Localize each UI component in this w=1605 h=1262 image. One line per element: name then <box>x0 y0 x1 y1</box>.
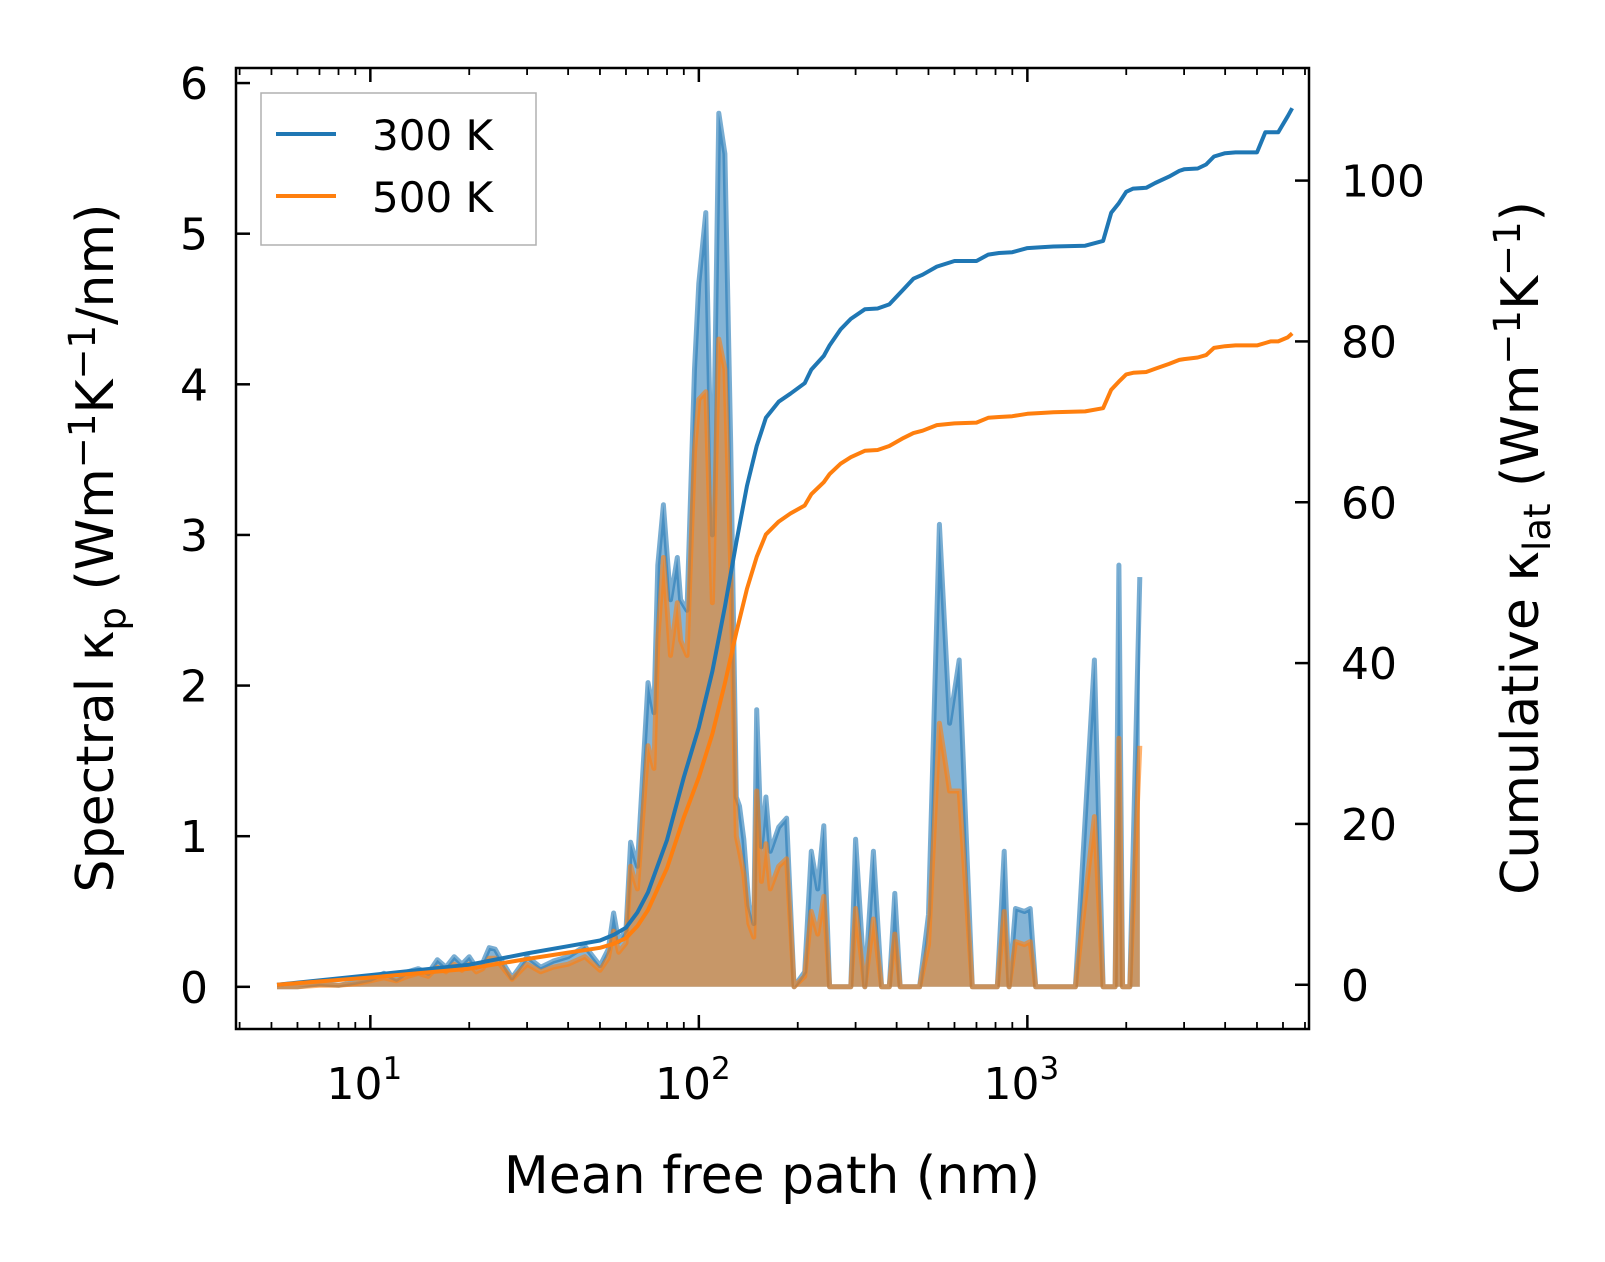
y-left-tick-label: 5 <box>180 210 208 261</box>
x-tick-label: 103 <box>983 1051 1059 1110</box>
x-tick-label: 102 <box>655 1051 731 1110</box>
y-right-tick-label: 40 <box>1341 639 1397 690</box>
legend-box <box>260 92 537 246</box>
legend-label-300k: 300 K <box>372 111 495 160</box>
y-left-tick-label: 4 <box>180 360 208 411</box>
y-left-tick-label: 3 <box>180 511 208 562</box>
y-axis-label-right: Cumulative κlat (Wm−1K−1) <box>1486 201 1559 895</box>
legend: 300 K 500 K <box>260 92 537 246</box>
spectral-area-500k <box>277 339 1140 987</box>
x-tick-label: 101 <box>326 1051 402 1110</box>
cumulative-line-500k <box>276 331 1294 987</box>
y-left-tick-label: 2 <box>180 662 208 713</box>
y-axis-label-left: Spectral κp (Wm−1K−1/nm) <box>61 204 134 893</box>
y-right-tick-label: 80 <box>1341 317 1397 368</box>
x-axis-label: Mean free path (nm) <box>504 1146 1040 1206</box>
cumulative-lines <box>276 107 1294 987</box>
cumulative-line-300k <box>276 107 1294 987</box>
y-right-tick-label: 0 <box>1341 961 1369 1012</box>
plot-frame <box>234 66 1311 1031</box>
y-left-tick-label: 6 <box>180 59 208 110</box>
y-left-tick-label: 1 <box>180 812 208 863</box>
legend-label-500k: 500 K <box>372 173 495 222</box>
y-left-tick-label: 0 <box>180 963 208 1014</box>
y-right-tick-label: 60 <box>1341 478 1397 529</box>
y-right-tick-label: 100 <box>1341 157 1425 208</box>
y-right-tick-label: 20 <box>1341 800 1397 851</box>
